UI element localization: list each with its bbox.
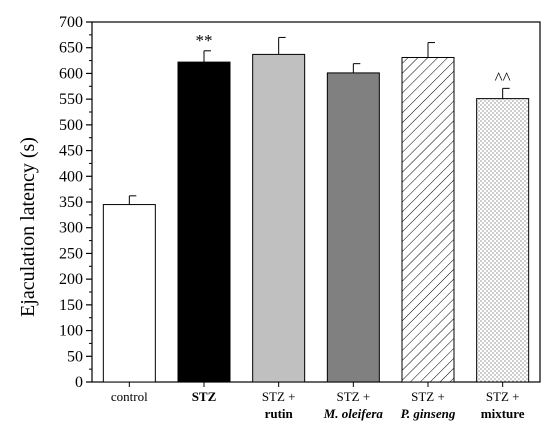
x-tick-label: STZ + <box>262 389 296 404</box>
x-tick-label-line2: mixture <box>481 406 525 421</box>
x-tick-label: STZ <box>192 389 217 404</box>
x-tick-label: STZ + <box>336 389 370 404</box>
x-tick-label-line2: M. oleifera <box>323 406 384 421</box>
bar <box>476 98 530 383</box>
y-tick-label: 650 <box>59 40 83 57</box>
bar <box>252 53 306 383</box>
significance-marker: ** <box>196 31 213 50</box>
y-tick-label: 400 <box>59 168 83 185</box>
y-tick-label: 450 <box>59 143 83 160</box>
bar <box>326 72 380 383</box>
significance-marker: ^^ <box>495 68 511 87</box>
y-tick-label: 550 <box>59 91 83 108</box>
x-tick-label-line2: rutin <box>265 406 294 421</box>
y-tick-label: 500 <box>59 117 83 134</box>
x-tick-label-line2: P. ginseng <box>401 406 456 421</box>
labels: 0 50 100 150 200 250 300 350 400 450 500 550 600 650 7… <box>59 14 525 421</box>
y-tick-label: 0 <box>75 374 83 391</box>
axes <box>86 21 541 387</box>
bar <box>102 204 156 383</box>
bar <box>401 56 455 383</box>
y-tick-label: 100 <box>59 323 83 340</box>
plot-frame <box>91 21 541 383</box>
x-tick-label: STZ + <box>486 389 520 404</box>
y-tick-label: 700 <box>59 14 83 31</box>
y-tick-label: 350 <box>59 194 83 211</box>
x-tick-label: STZ + <box>411 389 445 404</box>
bar <box>177 61 231 383</box>
bars <box>102 36 530 383</box>
y-tick-label: 50 <box>67 348 83 365</box>
y-tick-label: 150 <box>59 297 83 314</box>
x-tick-label: control <box>111 389 148 404</box>
y-tick-label: 200 <box>59 271 83 288</box>
y-tick-label: 600 <box>59 65 83 82</box>
y-tick-label: 250 <box>59 245 83 262</box>
y-axis-label: Ejaculation latency (s) <box>17 137 39 317</box>
y-tick-label: 300 <box>59 220 83 237</box>
